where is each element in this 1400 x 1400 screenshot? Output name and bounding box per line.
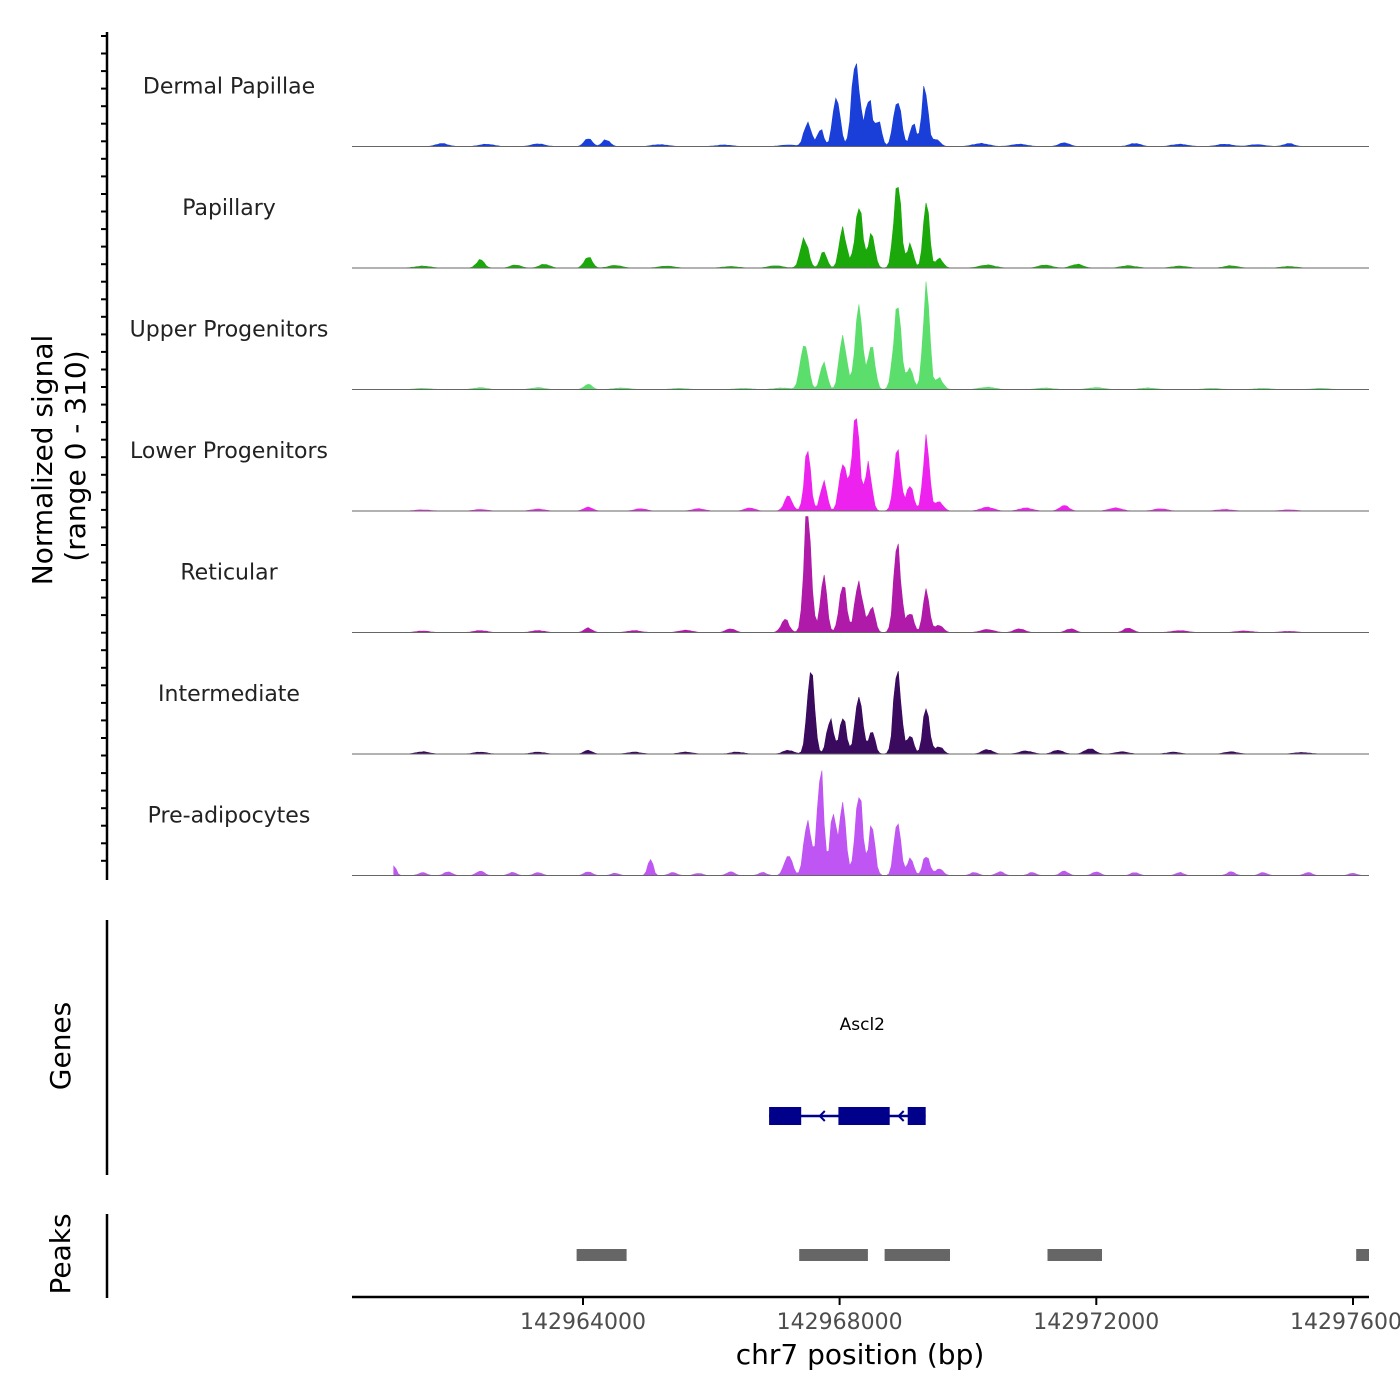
y-axis-title: Normalized signal	[26, 335, 59, 586]
x-tick-label: 142968000	[777, 1310, 903, 1335]
x-tick-label: 142964000	[520, 1310, 646, 1335]
signal-area	[393, 671, 1366, 755]
track-lower-progenitors: Lower Progenitors	[130, 418, 1369, 512]
coverage-y-axis: Normalized signal (range 0 - 310)	[26, 32, 109, 880]
track-intermediate: Intermediate	[158, 671, 1369, 755]
track-label: Upper Progenitors	[130, 318, 329, 343]
gene-panel: Genes Ascl2	[44, 920, 926, 1175]
track-dermal-papillae: Dermal Papillae	[143, 63, 1369, 147]
signal-area	[393, 63, 1366, 147]
track-label: Lower Progenitors	[130, 439, 328, 464]
strand-arrow	[897, 1110, 905, 1122]
signal-area	[393, 770, 1366, 876]
x-axis: 142964000 142968000 142972000 142976000 chr…	[352, 1295, 1400, 1371]
genes-axis-title: Genes	[44, 1002, 77, 1090]
peak-region	[884, 1249, 950, 1261]
peak-region	[799, 1249, 868, 1261]
track-label: Pre-adipocytes	[148, 804, 311, 829]
track-pre-adipocytes: Pre-adipocytes	[148, 770, 1369, 876]
x-tick-label: 142976000	[1290, 1310, 1400, 1335]
track-label: Reticular	[180, 561, 278, 586]
gene-label: Ascl2	[840, 1015, 885, 1035]
peaks-axis-title: Peaks	[44, 1213, 77, 1294]
strand-arrow	[818, 1110, 826, 1122]
track-papillary: Papillary	[182, 186, 1369, 269]
gene-exon	[838, 1107, 890, 1125]
track-label: Papillary	[182, 196, 276, 221]
peak-panel: Peaks	[44, 1213, 1369, 1298]
signal-tracks: Dermal Papillae Papillary Upper Progenitor…	[130, 63, 1369, 876]
peak-region	[576, 1249, 627, 1261]
track-label: Dermal Papillae	[143, 75, 315, 100]
gene-exon	[907, 1107, 926, 1125]
x-axis-title: chr7 position (bp)	[736, 1338, 985, 1371]
signal-area	[393, 418, 1366, 512]
track-label: Intermediate	[158, 682, 300, 707]
signal-area	[393, 281, 1366, 390]
gene-exon	[769, 1107, 802, 1125]
gene-ascl2: Ascl2	[769, 1015, 926, 1125]
track-reticular: Reticular	[180, 516, 1369, 633]
signal-area	[393, 186, 1366, 269]
signal-area	[393, 516, 1366, 633]
x-tick-label: 142972000	[1033, 1310, 1159, 1335]
y-axis-subtitle: (range 0 - 310)	[59, 350, 92, 561]
peak-region	[1047, 1249, 1102, 1261]
peak-region	[1356, 1249, 1369, 1261]
track-upper-progenitors: Upper Progenitors	[130, 281, 1369, 390]
